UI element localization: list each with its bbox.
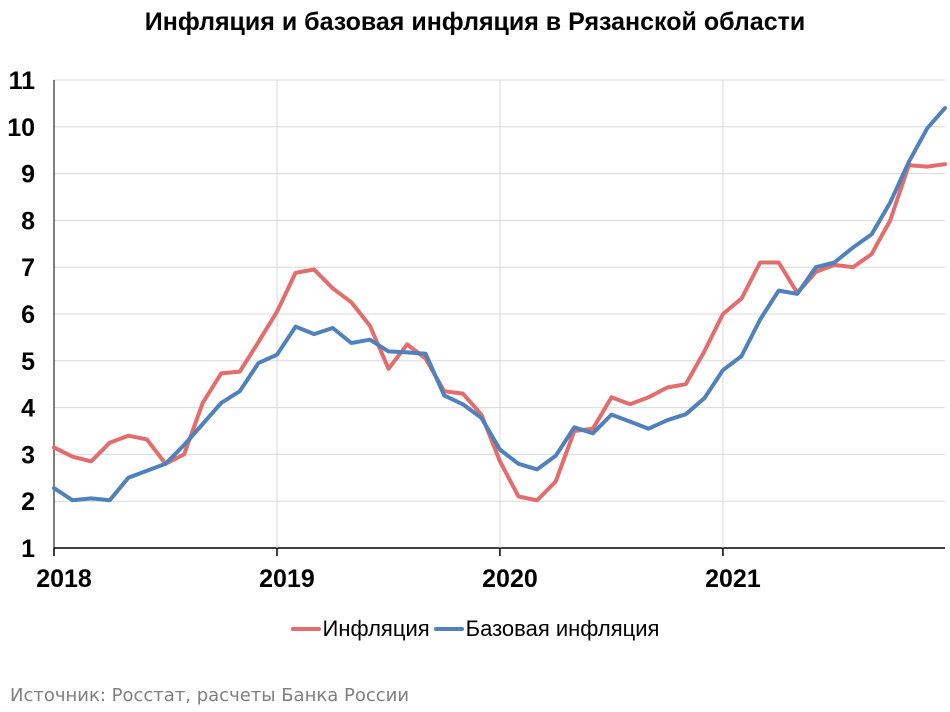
source-note: Источник: Росстат, расчеты Банка России	[10, 685, 410, 706]
chart-legend: Инфляция Базовая инфляция	[0, 616, 950, 642]
y-tick-label-3: 3	[21, 441, 35, 469]
y-tick-label-10: 10	[7, 114, 35, 142]
x-tick-label-2019: 2019	[259, 565, 315, 593]
y-tick-label-7: 7	[21, 254, 35, 282]
y-tick-label-11: 11	[9, 67, 36, 95]
y-tick-label-9: 9	[21, 161, 35, 189]
series-line-core-inflation	[52, 106, 947, 503]
x-tick-label-2021: 2021	[705, 565, 761, 593]
legend-item-core-inflation: Базовая инфляция	[433, 616, 660, 642]
legend-label-inflation: Инфляция	[322, 616, 430, 641]
legend-swatch-core-inflation	[433, 627, 464, 631]
x-tick-label-2018: 2018	[36, 565, 92, 593]
y-tick-label-5: 5	[21, 348, 35, 376]
y-tick-label-4: 4	[21, 395, 35, 423]
chart-title: Инфляция и базовая инфляция в Рязанской …	[144, 8, 806, 36]
y-tick-label-6: 6	[21, 301, 35, 329]
legend-swatch-inflation	[290, 627, 321, 631]
y-tick-label-1: 1	[21, 535, 35, 563]
y-tick-label-8: 8	[21, 207, 35, 235]
legend-item-inflation: Инфляция	[290, 616, 430, 642]
legend-label-core-inflation: Базовая инфляция	[465, 616, 660, 641]
y-tick-label-2: 2	[21, 488, 35, 516]
x-tick-label-2020: 2020	[482, 565, 538, 593]
